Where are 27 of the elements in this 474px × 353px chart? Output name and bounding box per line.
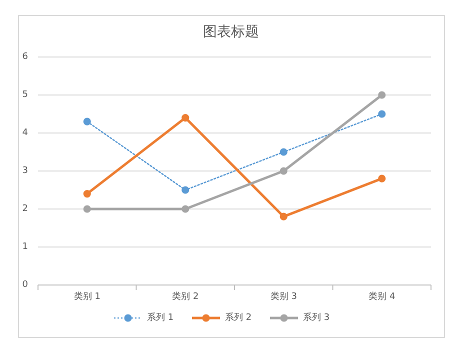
- y-tick-label: 6: [22, 52, 28, 62]
- x-tick-label: 类别 2: [172, 291, 199, 302]
- legend-label: 系列 1: [147, 312, 174, 323]
- point: [182, 186, 190, 194]
- point: [280, 212, 288, 220]
- y-tick-label: 1: [22, 242, 28, 252]
- point: [182, 114, 190, 122]
- legend-label: 系列 3: [303, 312, 330, 323]
- point: [280, 148, 288, 156]
- x-tick-label: 类别 4: [368, 291, 396, 302]
- y-tick-label: 2: [22, 204, 28, 214]
- y-tick-label: 4: [22, 128, 28, 138]
- point: [378, 91, 386, 99]
- point: [280, 167, 288, 175]
- point: [378, 174, 386, 182]
- title: 图表标题: [203, 24, 259, 40]
- point: [378, 110, 386, 118]
- point: [83, 205, 91, 213]
- y-tick-label: 5: [22, 90, 28, 100]
- point: [83, 190, 91, 198]
- point: [83, 118, 91, 126]
- y-tick-label: 3: [22, 166, 28, 176]
- point: [182, 205, 190, 213]
- x-tick-label: 类别 3: [270, 291, 297, 302]
- legend-label: 系列 2: [225, 312, 252, 323]
- x-tick-label: 类别 1: [74, 291, 100, 302]
- y-tick-label: 0: [22, 280, 28, 290]
